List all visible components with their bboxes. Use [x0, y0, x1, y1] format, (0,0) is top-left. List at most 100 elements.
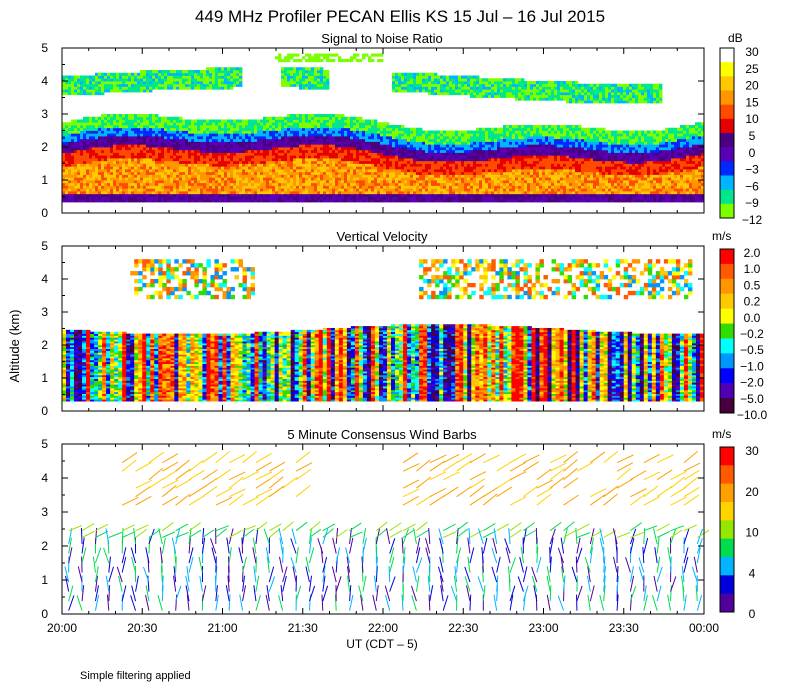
snr-cell	[374, 130, 378, 134]
snr-cell	[167, 191, 171, 195]
snr-cell	[221, 122, 225, 126]
snr-cell	[173, 144, 177, 148]
snr-cell	[407, 163, 411, 167]
snr-cell	[194, 182, 198, 186]
snr-cell	[128, 138, 132, 142]
snr-cell	[209, 70, 213, 74]
snr-cell	[302, 185, 306, 189]
snr-cell	[269, 116, 273, 120]
snr-cell	[356, 138, 360, 142]
snr-cell	[182, 75, 186, 79]
snr-cell	[455, 136, 459, 140]
snr-cell	[383, 166, 387, 170]
snr-cell	[167, 81, 171, 85]
snr-cell	[116, 171, 120, 175]
snr-cell	[410, 89, 414, 93]
snr-cell	[407, 136, 411, 140]
snr-cell	[383, 133, 387, 137]
snr-cell	[176, 169, 180, 173]
snr-cell	[203, 155, 207, 159]
snr-cell	[89, 125, 93, 129]
snr-cell	[458, 92, 462, 96]
snr-cell	[296, 193, 300, 197]
snr-cell	[137, 83, 141, 87]
snr-cell	[401, 163, 405, 167]
snr-cell	[137, 158, 141, 162]
snr-cell	[128, 196, 132, 200]
snr-cell	[164, 180, 168, 184]
snr-cell	[179, 169, 183, 173]
snr-cell	[368, 136, 372, 140]
snr-cell	[161, 138, 165, 142]
snr-cell	[323, 130, 327, 134]
snr-cell	[137, 144, 141, 148]
snr-cell	[347, 144, 351, 148]
snr-cell	[290, 191, 294, 195]
snr-cell	[221, 191, 225, 195]
snr-cell	[104, 169, 108, 173]
snr-cell	[68, 147, 72, 151]
snr-cell	[386, 160, 390, 164]
snr-cell	[464, 141, 468, 145]
snr-cell	[407, 180, 411, 184]
snr-cell	[269, 155, 273, 159]
snr-cell	[239, 163, 243, 167]
snr-cell	[83, 81, 87, 85]
snr-cell	[311, 191, 315, 195]
snr-cell	[446, 193, 450, 197]
snr-cell	[203, 133, 207, 137]
snr-cell	[179, 133, 183, 137]
snr-cell	[83, 144, 87, 148]
snr-cell	[110, 72, 114, 76]
snr-cell	[74, 138, 78, 142]
snr-cell	[227, 191, 231, 195]
snr-cell	[302, 169, 306, 173]
snr-cell	[410, 136, 414, 140]
snr-cell	[377, 152, 381, 156]
snr-cell	[311, 185, 315, 189]
snr-cell	[383, 158, 387, 162]
snr-cell	[287, 180, 291, 184]
snr-cell	[428, 133, 432, 137]
snr-cell	[290, 147, 294, 151]
snr-cell	[347, 116, 351, 120]
snr-cell	[392, 78, 396, 82]
snr-cell	[236, 171, 240, 175]
snr-cell	[443, 158, 447, 162]
snr-cell	[464, 160, 468, 164]
snr-cell	[293, 138, 297, 142]
snr-cell	[452, 138, 456, 142]
snr-cell	[185, 196, 189, 200]
snr-cell	[329, 136, 333, 140]
snr-cell	[161, 122, 165, 126]
snr-cell	[89, 127, 93, 131]
snr-cell	[185, 199, 189, 203]
snr-cell	[305, 83, 309, 87]
snr-cell	[464, 169, 468, 173]
snr-cell	[158, 177, 162, 181]
snr-cell	[326, 53, 330, 57]
snr-cell	[458, 188, 462, 192]
snr-cell	[107, 180, 111, 184]
snr-cell	[140, 191, 144, 195]
snr-cell	[380, 136, 384, 140]
snr-cell	[269, 158, 273, 162]
snr-cell	[89, 174, 93, 178]
snr-cell	[170, 122, 174, 126]
snr-cell	[398, 83, 402, 87]
snr-cell	[467, 147, 471, 151]
snr-cell	[302, 147, 306, 151]
snr-cell	[461, 149, 465, 153]
snr-cell	[131, 152, 135, 156]
snr-cell	[239, 152, 243, 156]
snr-cell	[107, 81, 111, 85]
snr-cell	[152, 193, 156, 197]
snr-cell	[173, 188, 177, 192]
snr-cell	[128, 191, 132, 195]
snr-cell	[266, 180, 270, 184]
snr-cell	[422, 174, 426, 178]
snr-cell	[239, 67, 243, 71]
snr-cell	[332, 133, 336, 137]
snr-cell	[173, 75, 177, 79]
snr-cell	[353, 163, 357, 167]
